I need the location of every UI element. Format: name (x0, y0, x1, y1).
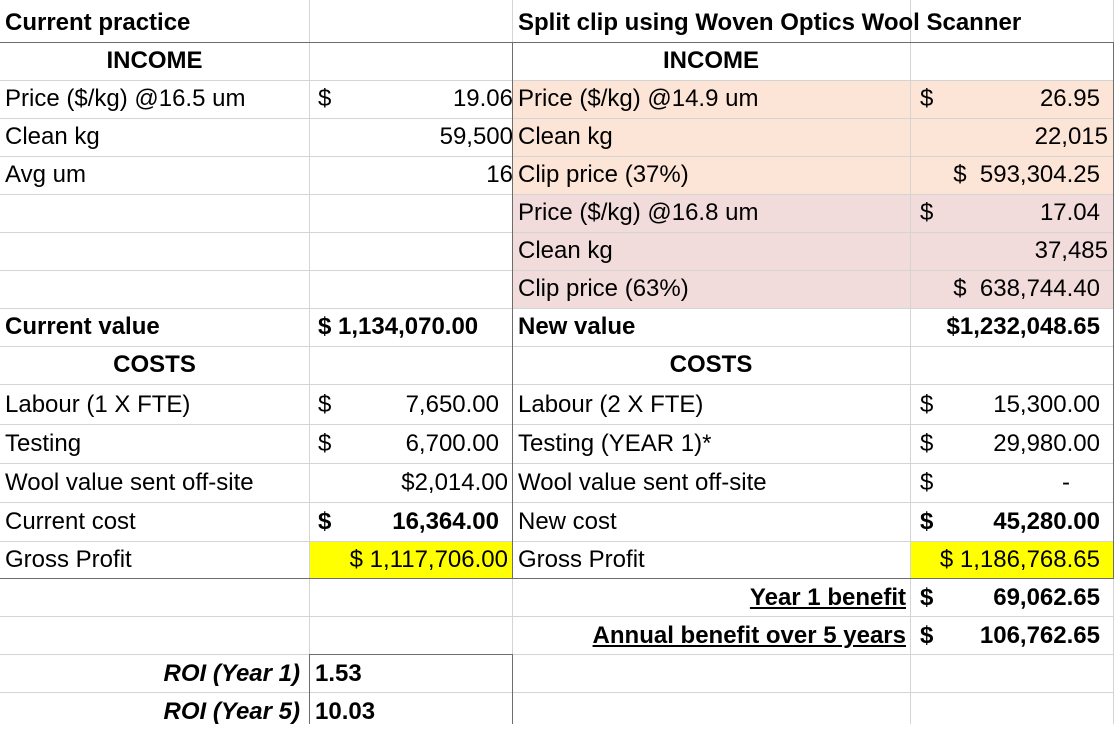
left-current-cost-label: Current cost (5, 508, 136, 535)
left-title: Current practice (5, 9, 191, 36)
gross-profit-right-highlight (910, 541, 1114, 578)
right-wool-offsite-value: - (1062, 469, 1070, 496)
annual-benefit-value: 106,762.65 (979, 622, 1100, 649)
right-new-cost-dollar: $ (920, 508, 934, 535)
left-income-header: INCOME (106, 47, 203, 74)
left-clean-kg-value: 59,500 (439, 123, 513, 150)
roi-border (309, 654, 513, 724)
left-gross-profit-value: $ 1,117,706.00 (349, 546, 508, 573)
right-new-cost-label: New cost (518, 508, 617, 535)
left-current-value: $ 1,134,070.00 (318, 313, 479, 340)
right-labour-dollar: $ (920, 391, 934, 418)
right-price1-label: Price ($/kg) @14.9 um (518, 85, 759, 112)
left-clean-kg-label: Clean kg (5, 123, 100, 150)
roi-year1-label: ROI (Year 1) (163, 660, 301, 687)
right-clip2-value: $ 638,744.40 (953, 275, 1100, 302)
right-clip1-value: $ 593,304.25 (953, 161, 1100, 188)
peach-fill-block (513, 80, 1114, 194)
left-labour-value: 7,650.00 (405, 391, 499, 418)
left-current-cost-value: 16,364.00 (392, 508, 499, 535)
left-costs-header: COSTS (113, 351, 196, 378)
right-price2-dollar: $ (920, 199, 934, 226)
right-labour-value: 15,300.00 (993, 391, 1100, 418)
pink-fill-block (513, 194, 1114, 308)
left-wool-offsite-value: $2,014.00 (401, 469, 508, 496)
right-gross-profit-label: Gross Profit (518, 546, 645, 573)
right-new-value: $1,232,048.65 (946, 313, 1100, 340)
right-costs-header: COSTS (669, 351, 753, 378)
annual-benefit-dollar: $ (920, 622, 934, 649)
right-gross-profit-value: $ 1,186,768.65 (939, 546, 1100, 573)
left-labour-dollar: $ (318, 391, 332, 418)
right-title: Split clip using Woven Optics Wool Scann… (518, 9, 1022, 36)
right-income-header: INCOME (663, 47, 759, 74)
left-testing-label: Testing (5, 430, 82, 457)
year1-benefit-dollar: $ (920, 584, 934, 611)
left-testing-dollar: $ (318, 430, 332, 457)
right-testing-dollar: $ (920, 430, 934, 457)
left-price-label: Price ($/kg) @16.5 um (5, 85, 246, 112)
right-testing-label: Testing (YEAR 1)* (518, 430, 712, 457)
roi-year1-value: 1.53 (315, 660, 362, 687)
right-clean1-label: Clean kg (518, 123, 613, 150)
right-price2-value: 17.04 (1039, 199, 1100, 226)
right-clip1-label: Clip price (37%) (518, 161, 689, 188)
left-labour-label: Labour (1 X FTE) (5, 391, 191, 418)
left-avg-um-label: Avg um (5, 161, 86, 188)
right-new-value-label: New value (518, 313, 636, 340)
year1-benefit-label: Year 1 benefit (749, 584, 906, 611)
right-testing-value: 29,980.00 (993, 430, 1100, 457)
gross-profit-left-highlight (309, 541, 512, 578)
left-avg-um-value: 16 (486, 161, 513, 188)
left-wool-offsite-label: Wool value sent off-site (5, 469, 254, 496)
left-price-dollar: $ (318, 85, 332, 112)
roi-year5-value: 10.03 (315, 698, 376, 725)
right-clip2-label: Clip price (63%) (518, 275, 689, 302)
right-new-cost-value: 45,280.00 (993, 508, 1100, 535)
right-clean1-value: 22,015 (1034, 123, 1108, 150)
left-price-value: 19.06 (452, 85, 513, 112)
right-clean2-value: 37,485 (1034, 237, 1108, 264)
roi-year5-label: ROI (Year 5) (163, 698, 301, 725)
right-clean2-label: Clean kg (518, 237, 613, 264)
right-price1-value: 26.95 (1039, 85, 1100, 112)
left-gross-profit-label: Gross Profit (5, 546, 132, 573)
right-labour-label: Labour (2 X FTE) (518, 391, 704, 418)
left-testing-value: 6,700.00 (405, 430, 499, 457)
right-wool-offsite-label: Wool value sent off-site (518, 469, 767, 496)
right-price1-dollar: $ (920, 85, 934, 112)
year1-benefit-value: 69,062.65 (993, 584, 1100, 611)
right-price2-label: Price ($/kg) @16.8 um (518, 199, 759, 226)
right-wool-offsite-dollar: $ (920, 469, 934, 496)
annual-benefit-label: Annual benefit over 5 years (592, 622, 906, 649)
left-current-value-label: Current value (5, 313, 160, 340)
left-current-cost-dollar: $ (318, 508, 332, 535)
